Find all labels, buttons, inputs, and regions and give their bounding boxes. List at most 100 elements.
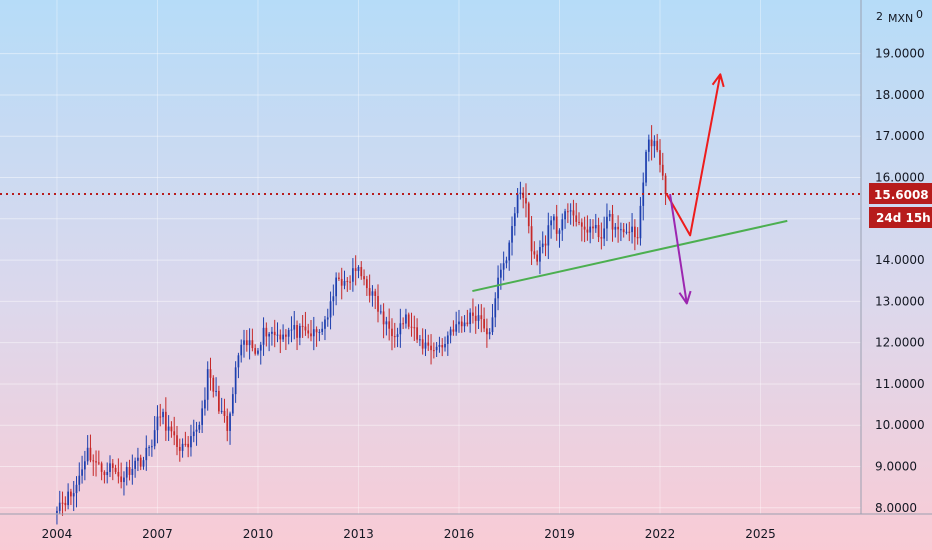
- candle: [86, 435, 89, 465]
- candle: [455, 311, 458, 336]
- candle: [388, 308, 391, 341]
- candle: [282, 324, 284, 343]
- candle: [360, 261, 363, 280]
- candle: [539, 240, 541, 275]
- candle: [106, 462, 109, 484]
- x-tick-label: 2004: [42, 527, 73, 541]
- candle: [67, 483, 69, 510]
- x-tick-label: 2019: [544, 527, 575, 541]
- candle: [385, 316, 388, 336]
- candle: [276, 322, 279, 343]
- candle: [111, 459, 114, 481]
- y-tick-label: 11.0000: [875, 377, 925, 391]
- candle: [421, 328, 424, 355]
- candle: [321, 321, 324, 335]
- candle: [620, 222, 622, 242]
- candle: [561, 213, 564, 241]
- y-tick-label: 19.0000: [875, 47, 925, 61]
- candle: [544, 235, 547, 257]
- candle: [645, 149, 647, 187]
- candle: [547, 212, 550, 260]
- candle: [441, 338, 444, 357]
- candle: [486, 318, 488, 348]
- y-tick-label: 10.0000: [875, 418, 925, 432]
- candle: [446, 331, 449, 356]
- candle: [131, 454, 134, 485]
- y-tick-label: 14.0000: [875, 253, 925, 267]
- x-tick-label: 2007: [142, 527, 173, 541]
- candle: [410, 312, 413, 337]
- candle: [178, 438, 181, 462]
- candle: [151, 439, 153, 457]
- candle: [117, 458, 120, 484]
- candle: [184, 431, 187, 447]
- candle: [396, 327, 399, 348]
- candle: [212, 375, 215, 398]
- bullish-projection-arrow[interactable]: [665, 73, 725, 237]
- candle: [95, 450, 97, 477]
- candle: [480, 304, 483, 333]
- candle: [134, 457, 136, 478]
- candle: [296, 320, 298, 351]
- candle: [100, 461, 103, 481]
- candle: [176, 425, 178, 456]
- candle: [285, 329, 287, 351]
- candle: [120, 462, 123, 489]
- y-tick-label: 17.0000: [875, 129, 925, 143]
- support-trendline[interactable]: [472, 219, 788, 293]
- candle: [413, 315, 416, 341]
- candle: [594, 213, 597, 233]
- candle: [363, 269, 365, 286]
- candle: [505, 256, 508, 269]
- candle: [452, 320, 455, 336]
- candle: [597, 217, 600, 243]
- candle: [251, 328, 254, 352]
- candle: [377, 284, 379, 323]
- candle: [639, 197, 642, 246]
- candle: [508, 240, 511, 271]
- axis-corner-left: 2: [876, 10, 883, 23]
- candle: [527, 201, 530, 234]
- candle: [550, 215, 552, 239]
- candle: [335, 272, 338, 306]
- candle: [494, 292, 497, 328]
- y-tick-label: 8.0000: [875, 501, 917, 515]
- candle: [628, 221, 631, 242]
- candle: [204, 387, 206, 416]
- candle: [103, 470, 106, 484]
- countdown-badge-value: 24d 15h: [876, 211, 931, 225]
- candle: [142, 456, 145, 470]
- candle: [438, 336, 441, 353]
- candle: [78, 462, 81, 492]
- candle: [513, 207, 516, 236]
- candle: [491, 304, 494, 336]
- candle: [187, 436, 190, 458]
- candle: [631, 213, 633, 244]
- candle: [273, 319, 276, 348]
- candle: [190, 424, 192, 457]
- bearish-projection-arrow[interactable]: [669, 193, 692, 305]
- candle: [578, 212, 580, 226]
- candle: [268, 331, 270, 352]
- candle: [153, 416, 156, 450]
- candle: [125, 461, 128, 486]
- candle: [555, 204, 558, 241]
- candle: [580, 218, 583, 242]
- time-axis[interactable]: 2004 2007 2010 2013 2016 2019 2022 2025: [42, 527, 776, 541]
- candle: [128, 459, 131, 481]
- candle: [215, 377, 217, 397]
- candle: [259, 341, 262, 365]
- candle: [346, 277, 349, 292]
- candle: [201, 400, 203, 434]
- candle: [533, 241, 536, 259]
- candle: [75, 476, 78, 508]
- candle: [407, 312, 410, 330]
- candle: [340, 267, 343, 300]
- candle: [324, 315, 326, 341]
- candle: [198, 421, 201, 434]
- candle: [516, 188, 519, 218]
- candle: [466, 309, 469, 327]
- candle: [343, 270, 346, 290]
- candle: [458, 309, 460, 333]
